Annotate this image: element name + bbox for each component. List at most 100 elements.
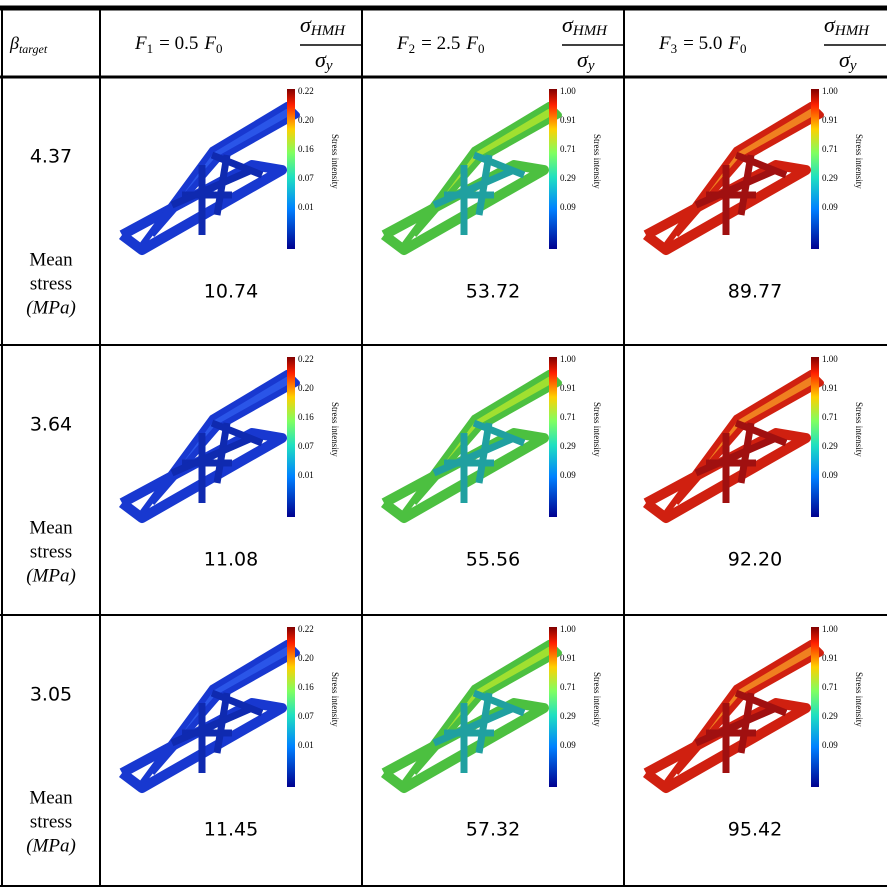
- table-figure: βtargetF1= 0.5F0σHMHσyF2= 2.5F0σHMHσyF3=…: [0, 0, 887, 888]
- colorbar: [287, 627, 295, 787]
- text-part: F: [658, 33, 671, 54]
- colorbar-tick-label: 0.07: [298, 711, 314, 721]
- colorbar-tick-label: 0.71: [822, 412, 838, 422]
- mean-stress-label: Mean: [29, 249, 73, 270]
- colorbar-tick-label: 0.91: [822, 653, 838, 663]
- colorbar-tick-label: 0.20: [298, 115, 314, 125]
- text-part: 0: [740, 41, 747, 56]
- colorbar: [549, 89, 557, 249]
- colorbar-tick-label: 0.29: [822, 173, 838, 183]
- colorbar-tick-label: 0.07: [298, 441, 314, 451]
- text-part: F: [134, 33, 147, 54]
- colorbar-tick-label: 0.29: [560, 711, 576, 721]
- text-part: HMH: [834, 23, 870, 39]
- colorbar-tick-label: 0.09: [822, 470, 838, 480]
- text-part: β: [9, 33, 19, 53]
- colorbar-tick-label: 1.00: [560, 354, 576, 364]
- text-part: F: [203, 33, 216, 54]
- colorbar-label: Stress intensity: [854, 134, 864, 189]
- mean-stress-label: stress: [30, 273, 72, 294]
- truss-image: [122, 105, 297, 250]
- text-part: = 2.5: [421, 33, 460, 54]
- colorbar-tick-label: 0.16: [298, 682, 314, 692]
- colorbar-tick-label: 1.00: [560, 86, 576, 96]
- beta-value: 4.37: [30, 146, 72, 168]
- mean-stress-value: 11.08: [204, 549, 258, 571]
- mean-stress-value: 10.74: [204, 281, 258, 303]
- colorbar-tick-label: 0.16: [298, 412, 314, 422]
- truss-image: [122, 643, 297, 788]
- text-part: 3: [671, 41, 678, 56]
- colorbar-tick-label: 0.07: [298, 173, 314, 183]
- colorbar-tick-label: 0.71: [822, 144, 838, 154]
- truss-image: [384, 643, 559, 788]
- colorbar-tick-label: 1.00: [822, 624, 838, 634]
- text-part: target: [19, 42, 48, 56]
- colorbar: [287, 357, 295, 517]
- colorbar-tick-label: 0.22: [298, 86, 314, 96]
- ratio-numerator: σHMH: [824, 12, 870, 39]
- beta-value: 3.05: [30, 684, 72, 706]
- truss-image: [646, 373, 821, 518]
- colorbar-tick-label: 0.71: [560, 412, 576, 422]
- colorbar-tick-label: 0.91: [560, 653, 576, 663]
- text-part: HMH: [572, 23, 608, 39]
- colorbar-tick-label: 0.09: [560, 740, 576, 750]
- mean-stress-label: stress: [30, 541, 72, 562]
- ratio-numerator: σHMH: [562, 12, 608, 39]
- colorbar: [287, 89, 295, 249]
- colorbar-tick-label: 0.91: [822, 115, 838, 125]
- text-part: y: [848, 58, 857, 74]
- colorbar-tick-label: 0.71: [560, 144, 576, 154]
- text-part: 0: [478, 41, 485, 56]
- colorbar-tick-label: 0.91: [822, 383, 838, 393]
- colorbar-tick-label: 0.09: [560, 470, 576, 480]
- colorbar-tick-label: 0.71: [560, 682, 576, 692]
- mean-stress-label: Mean: [29, 517, 73, 538]
- text-part: 2: [409, 41, 416, 56]
- mean-stress-value: 92.20: [728, 549, 782, 571]
- mean-stress-value: 11.45: [204, 819, 258, 841]
- colorbar-label: Stress intensity: [592, 402, 602, 457]
- colorbar: [549, 357, 557, 517]
- mean-stress-value: 53.72: [466, 281, 520, 303]
- mean-stress-value: 55.56: [466, 549, 520, 571]
- colorbar-label: Stress intensity: [592, 672, 602, 727]
- text-part: HMH: [310, 23, 346, 39]
- colorbar-tick-label: 0.71: [822, 682, 838, 692]
- colorbar-tick-label: 0.01: [298, 202, 314, 212]
- colorbar-tick-label: 0.09: [822, 202, 838, 212]
- mean-stress-value: 95.42: [728, 819, 782, 841]
- colorbar-tick-label: 1.00: [560, 624, 576, 634]
- text-part: = 0.5: [159, 33, 198, 54]
- colorbar: [549, 627, 557, 787]
- truss-image: [646, 105, 821, 250]
- mean-stress-label: stress: [30, 811, 72, 832]
- mean-stress-label: (MPa): [26, 297, 76, 318]
- colorbar-label: Stress intensity: [330, 134, 340, 189]
- text-part: F: [727, 33, 740, 54]
- colorbar-label: Stress intensity: [854, 672, 864, 727]
- colorbar-tick-label: 0.29: [560, 173, 576, 183]
- ratio-denominator: σy: [315, 47, 333, 74]
- colorbar-tick-label: 0.09: [560, 202, 576, 212]
- mean-stress-value: 89.77: [728, 281, 782, 303]
- colorbar-label: Stress intensity: [330, 672, 340, 727]
- colorbar-tick-label: 0.29: [822, 711, 838, 721]
- colorbar-tick-label: 0.20: [298, 653, 314, 663]
- colorbar: [811, 357, 819, 517]
- text-part: 0: [216, 41, 223, 56]
- colorbar-label: Stress intensity: [330, 402, 340, 457]
- text-part: F: [396, 33, 409, 54]
- colorbar-label: Stress intensity: [854, 402, 864, 457]
- colorbar-tick-label: 0.01: [298, 470, 314, 480]
- text-part: 1: [147, 41, 154, 56]
- colorbar-label: Stress intensity: [592, 134, 602, 189]
- beta-value: 3.64: [30, 414, 72, 436]
- colorbar: [811, 89, 819, 249]
- colorbar-tick-label: 0.01: [298, 740, 314, 750]
- colorbar-tick-label: 0.22: [298, 354, 314, 364]
